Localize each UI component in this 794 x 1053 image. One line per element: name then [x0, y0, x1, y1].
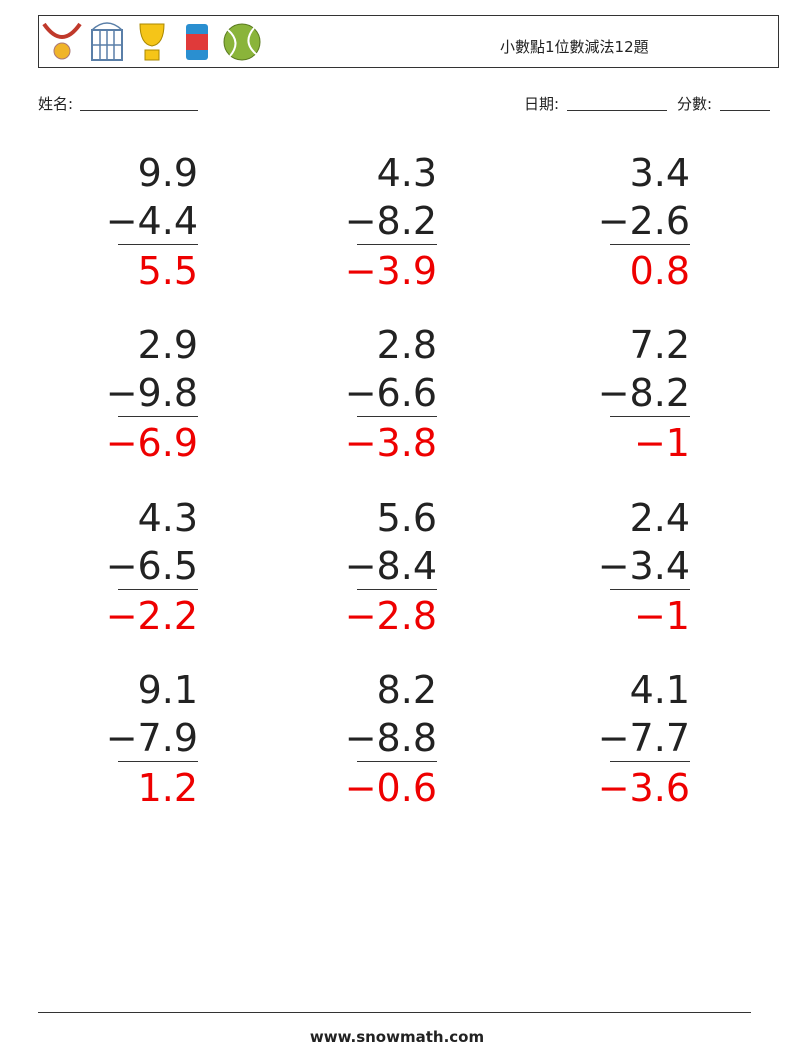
answer-line [118, 589, 198, 590]
minuend: 2.9 [137, 323, 198, 367]
minuend: 2.4 [629, 496, 690, 540]
minuend: 7.2 [629, 323, 690, 367]
answer-line [118, 416, 198, 417]
answer: 0.8 [629, 249, 690, 293]
name-label: 姓名: [38, 95, 74, 113]
minuend: 4.3 [137, 496, 198, 540]
minuend: 5.6 [376, 496, 437, 540]
name-line [80, 110, 198, 111]
header-box [38, 15, 779, 68]
score-line [720, 110, 770, 111]
answer-line [357, 589, 437, 590]
minuend: 4.1 [629, 668, 690, 712]
answer: −3.8 [344, 421, 437, 465]
subtrahend: −6.5 [105, 544, 198, 588]
subtrahend: −8.4 [344, 544, 437, 588]
answer-line [610, 589, 690, 590]
answer: −0.6 [344, 766, 437, 810]
subtrahend: −4.4 [105, 199, 198, 243]
answer-line [357, 761, 437, 762]
minuend: 8.2 [376, 668, 437, 712]
answer: −2.8 [344, 594, 437, 638]
date-line [567, 110, 667, 111]
footer: www.snowmath.com [309, 1028, 485, 1046]
answer: −3.9 [344, 249, 437, 293]
subtrahend: −9.8 [105, 371, 198, 415]
score-label: 分數: [677, 95, 713, 113]
footer-line [38, 1012, 751, 1013]
subtrahend: −8.8 [344, 716, 437, 760]
title: 小數點1位數減法12題 [500, 38, 649, 56]
minuend: 2.8 [376, 323, 437, 367]
answer-line [610, 244, 690, 245]
subtrahend: −2.6 [597, 199, 690, 243]
answer: −2.2 [105, 594, 198, 638]
subtrahend: −3.4 [597, 544, 690, 588]
date-label: 日期: [524, 95, 560, 113]
subtrahend: −8.2 [344, 199, 437, 243]
answer-line [118, 761, 198, 762]
subtrahend: −7.9 [105, 716, 198, 760]
subtrahend: −7.7 [597, 716, 690, 760]
answer-line [610, 416, 690, 417]
answer-line [357, 416, 437, 417]
answer-line [610, 761, 690, 762]
answer-line [357, 244, 437, 245]
answer: 5.5 [137, 249, 198, 293]
answer-line [118, 244, 198, 245]
answer: 1.2 [137, 766, 198, 810]
icons [42, 22, 261, 61]
minuend: 3.4 [629, 151, 690, 195]
answer: −3.6 [597, 766, 690, 810]
minuend: 4.3 [376, 151, 437, 195]
subtrahend: −6.6 [344, 371, 437, 415]
minuend: 9.1 [137, 668, 198, 712]
answer: −1 [633, 594, 690, 638]
subtrahend: −8.2 [597, 371, 690, 415]
minuend: 9.9 [137, 151, 198, 195]
answer: −1 [633, 421, 690, 465]
answer: −6.9 [105, 421, 198, 465]
